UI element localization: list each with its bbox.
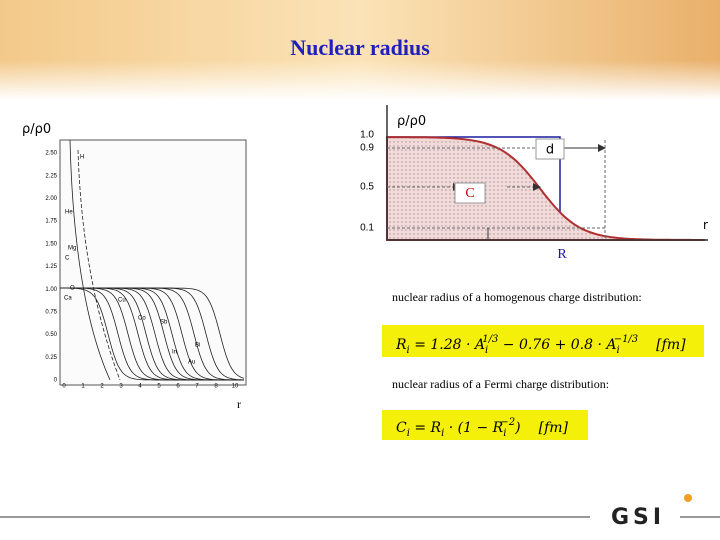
formula-part: i — [616, 345, 619, 356]
y-tick-label: 0 — [54, 378, 58, 384]
formula-part: = 1.28 · A — [410, 337, 485, 353]
y-tick-label: 2.00 — [45, 196, 57, 202]
density-curve — [77, 149, 121, 381]
formula-part: i — [485, 345, 488, 356]
d-box — [535, 138, 565, 160]
curve-label: Ca — [64, 296, 72, 302]
y-tick-label: 0.9 — [360, 143, 374, 154]
formula-part: 1/3 — [482, 334, 498, 345]
x-tick-label: 7 — [195, 384, 199, 390]
logo: GSI — [611, 505, 665, 530]
formula: Ri = 1.28 · Ai1/3 − 0.76 + 0.8 · Ai−1/3[… — [395, 334, 686, 356]
c-label: C — [465, 186, 474, 201]
x-tick-label: 1 — [81, 384, 85, 390]
curve-label: Au — [188, 360, 195, 366]
density-curve — [60, 287, 245, 379]
formula-part: −1/3 — [614, 334, 638, 345]
x-tick-label: 6 — [176, 384, 180, 390]
formula-part: [fm] — [539, 420, 569, 436]
x-tick-label: 0 — [62, 384, 66, 390]
y-tick-label: 1.75 — [45, 219, 57, 225]
formula-box — [382, 325, 704, 357]
right-figure: d C r R ρ/ρ0 1.0 0.9 0.5 0.1 — [360, 105, 708, 262]
slide-title: Nuclear radius — [290, 35, 430, 60]
curve-label: C — [65, 256, 70, 262]
y-tick-label: 1.50 — [45, 241, 57, 247]
curve-label: Cu — [118, 298, 126, 304]
formula-part: i — [441, 428, 444, 439]
formula-box — [382, 410, 588, 440]
formula-part: i — [503, 428, 506, 439]
x-tick-label: 3 — [119, 384, 123, 390]
caption: nuclear radius of a Fermi charge distrib… — [392, 377, 609, 391]
y-tick-label: 1.00 — [45, 287, 57, 293]
formula-part: i — [407, 345, 410, 356]
formula-part: · (1 − R — [444, 420, 503, 436]
formula-part: R — [395, 337, 407, 353]
x-label: r — [237, 397, 241, 411]
curve-label: Sb — [160, 320, 168, 326]
caption: nuclear radius of a homogenous charge di… — [392, 290, 642, 304]
x-tick-label: 10 — [232, 384, 239, 390]
y-tick-label: 1.25 — [45, 264, 57, 270]
figure-frame — [59, 139, 247, 386]
y-label: ρ/ρ0 — [397, 114, 426, 129]
formula-part: ) — [514, 420, 520, 436]
curve-label: In — [172, 350, 177, 356]
y-tick-label: 0.5 — [360, 182, 374, 193]
curve-label: H — [80, 155, 84, 161]
d-label: d — [546, 143, 554, 158]
x-tick-label: 4 — [138, 384, 142, 390]
y-label: ρ/ρ0 — [22, 122, 51, 137]
y-tick-label: 0.50 — [45, 332, 57, 338]
formula-part: −2 — [500, 417, 515, 428]
y-tick-label: 0.25 — [45, 355, 57, 361]
c-box — [454, 182, 486, 204]
x-tick-label: 8 — [214, 384, 218, 390]
y-tick-label: 0.75 — [45, 309, 57, 315]
curve-label: Bi — [195, 343, 200, 349]
formula-part: − 0.76 + 0.8 · A — [498, 337, 616, 353]
radius-label: R — [557, 247, 567, 262]
y-tick-label: 0.1 — [360, 223, 374, 234]
formula: Ci = Ri · (1 − Ri−2) [fm] — [396, 417, 569, 439]
r-axis-label: r — [703, 218, 708, 232]
x-tick-label: 2 — [100, 384, 104, 390]
x-tick-label: 5 — [157, 384, 161, 390]
header-fade — [0, 60, 720, 100]
formula-part: = R — [410, 420, 442, 436]
logo-dot — [684, 494, 692, 502]
formula-part: [fm] — [656, 337, 686, 353]
curve-label: He — [65, 210, 73, 216]
y-tick-label: 2.25 — [45, 173, 57, 179]
density-curve — [69, 139, 111, 381]
y-tick-label: 1.0 — [360, 130, 374, 141]
formula-part: C — [396, 420, 407, 436]
left-figure: ρ/ρ0 r 2.50 2.25 2.00 1.75 1.50 1.25 1.00 0.75 0… — [22, 122, 247, 411]
curve-label: Co — [138, 316, 146, 322]
formula-part: i — [407, 428, 410, 439]
y-tick-label: 2.50 — [45, 151, 57, 157]
curve-label: O — [70, 286, 75, 292]
curve-label: Mg — [68, 246, 76, 252]
